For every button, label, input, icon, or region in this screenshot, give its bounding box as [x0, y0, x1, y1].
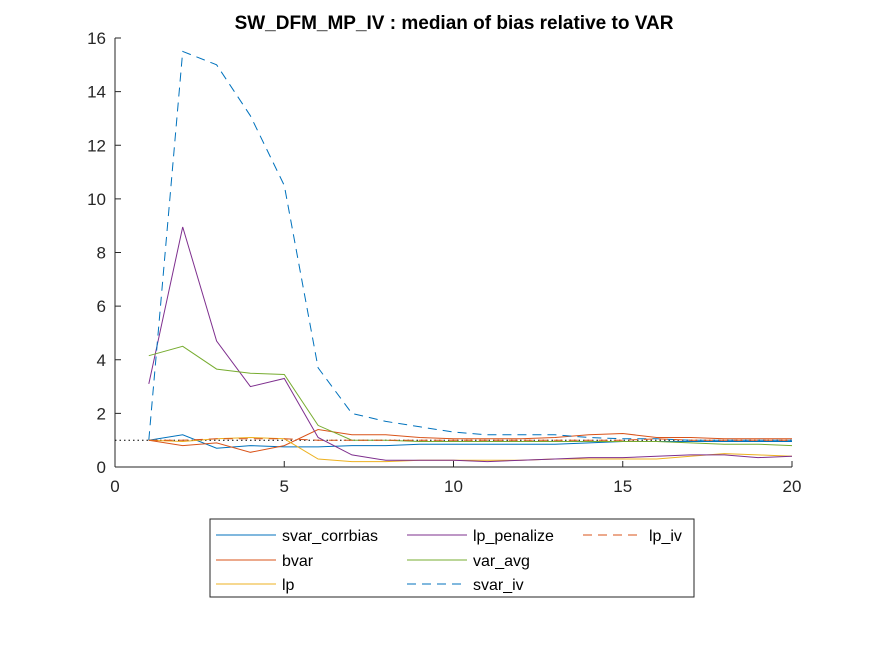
- legend-label-bvar: bvar: [282, 553, 314, 570]
- series-line-svar-corrbias: [148, 434, 792, 449]
- legend-label-lp-penalize: lp_penalize: [473, 528, 554, 545]
- legend-label-lp-iv: lp_iv: [649, 528, 682, 545]
- y-tick-label: 8: [97, 244, 106, 263]
- y-tick-label: 10: [87, 190, 106, 209]
- plot-area: 0 2 4 6 8 10 12 14 16 0 5 10 15 20: [87, 29, 801, 496]
- series-line-lp: [148, 436, 793, 463]
- y-tick-label: 12: [87, 136, 106, 155]
- x-tick-label: 0: [110, 477, 119, 496]
- legend-label-lp: lp: [282, 577, 295, 594]
- series-line-lp-penalize: [148, 226, 793, 463]
- x-tick-label: 5: [280, 477, 289, 496]
- y-tick-label: 16: [87, 29, 106, 48]
- y-tick-label: 4: [97, 351, 106, 370]
- x-tick-label: 10: [444, 477, 463, 496]
- chart-title: SW_DFM_MP_IV : median of bias relative t…: [235, 13, 674, 34]
- series-line-bvar: [148, 428, 792, 453]
- series-line-var-avg: [148, 345, 793, 447]
- y-tick-label: 14: [87, 83, 106, 102]
- legend-label-var-avg: var_avg: [473, 553, 530, 570]
- y-tick-label: 2: [97, 404, 106, 423]
- legend-label-svar-iv: svar_iv: [473, 577, 524, 594]
- series-line-lp-iv: [148, 438, 792, 441]
- series-line-svar-iv: [148, 50, 792, 441]
- x-tick-label: 20: [783, 477, 802, 496]
- legend-label-svar-corrbias: svar_corrbias: [282, 528, 378, 545]
- y-tick-label: 6: [97, 297, 106, 316]
- x-tick-label: 15: [613, 477, 632, 496]
- y-tick-label: 0: [97, 458, 106, 477]
